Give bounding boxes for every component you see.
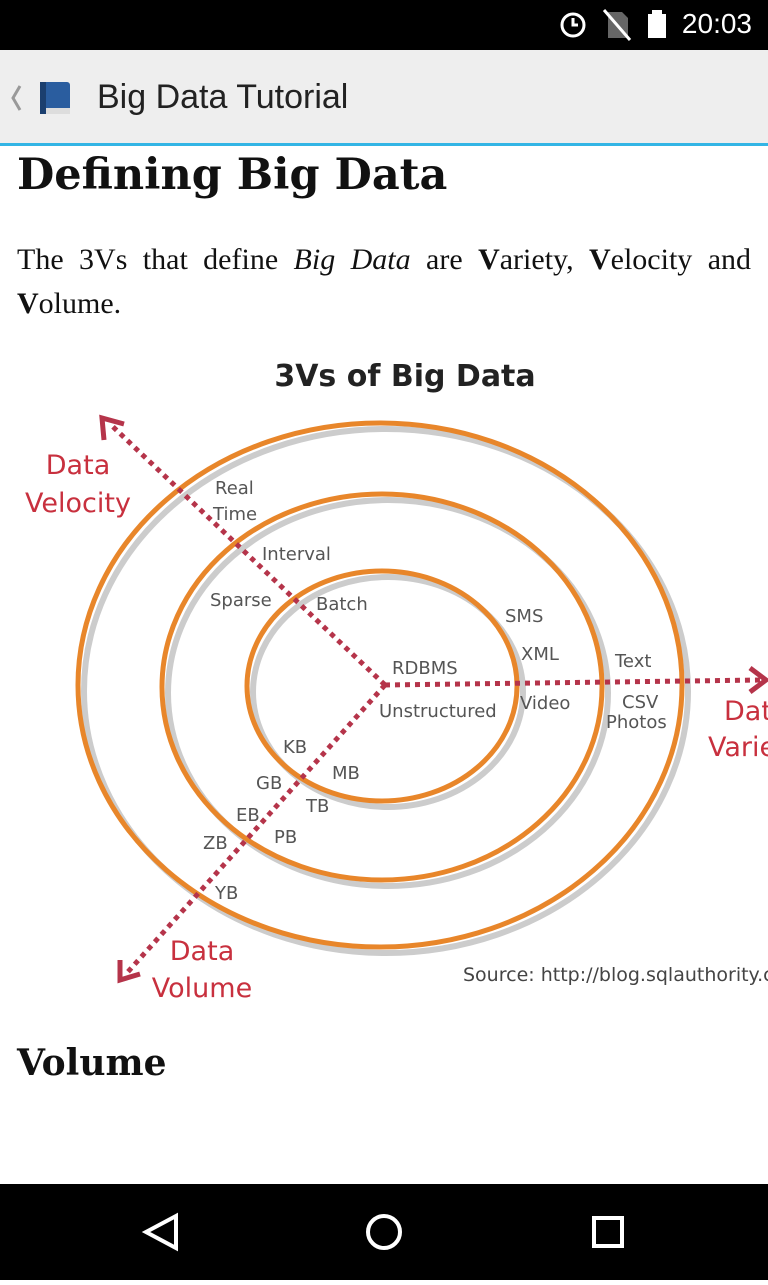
axis-label: Data	[724, 696, 768, 727]
text: elocity and	[610, 243, 752, 276]
page-heading: Defining Big Data	[17, 150, 448, 200]
paragraph: The 3Vs that define Big Data are Variety…	[17, 238, 751, 326]
back-button[interactable]	[141, 1212, 178, 1252]
text: V	[17, 287, 39, 320]
text: olume.	[38, 287, 122, 320]
term: Batch	[316, 594, 368, 615]
term: XML	[521, 644, 559, 665]
axis-label: Data	[46, 450, 110, 481]
axis-label: Volume	[152, 973, 252, 1004]
app-bar: Big Data Tutorial	[0, 50, 768, 146]
velocity-axis	[108, 422, 387, 687]
axis-label: Data	[170, 936, 234, 967]
home-up[interactable]	[0, 50, 80, 143]
text: Big Data	[293, 243, 411, 276]
section-heading: Volume	[17, 1042, 167, 1084]
nav-buttons	[141, 1212, 624, 1252]
term: TB	[305, 796, 329, 817]
term: SMS	[505, 606, 543, 627]
ring	[75, 420, 685, 950]
status-icons	[560, 9, 666, 41]
term: Photos	[606, 712, 667, 733]
term: ZB	[203, 833, 228, 854]
term: Time	[212, 504, 257, 525]
term: Text	[614, 651, 651, 672]
variety-axis	[384, 677, 763, 688]
text: The 3Vs that define	[17, 243, 294, 276]
text: are	[410, 243, 479, 276]
term: YB	[214, 883, 238, 904]
text: ariety,	[499, 243, 589, 276]
term: CSV	[622, 692, 659, 713]
term: Interval	[262, 544, 331, 565]
recents-button[interactable]	[592, 1216, 624, 1248]
term: Video	[520, 693, 570, 714]
axis-label: Velocity	[25, 488, 131, 519]
status-bar: 20:03	[0, 0, 768, 50]
ring	[244, 568, 520, 804]
term: RDBMS	[392, 658, 458, 679]
text: V	[478, 243, 500, 276]
figure: 3Vs of Big Data Data Velocity Data Varie…	[25, 359, 768, 1004]
text: V	[588, 243, 611, 276]
axis-label: Variety	[708, 732, 768, 763]
ring	[159, 491, 605, 883]
nav-bar	[0, 1184, 768, 1280]
term: KB	[283, 737, 307, 758]
clock: 20:03	[681, 8, 752, 39]
term: MB	[332, 763, 360, 784]
volume-axis	[124, 683, 387, 976]
term: EB	[236, 805, 260, 826]
figure-title: 3Vs of Big Data	[274, 359, 535, 394]
term: Unstructured	[379, 701, 497, 722]
app-title: Big Data Tutorial	[97, 78, 349, 116]
term: Sparse	[210, 590, 272, 611]
term: GB	[256, 773, 282, 794]
source: Source: http://blog.sqlauthority.com	[463, 964, 768, 986]
term: Real	[215, 478, 254, 499]
term: PB	[274, 827, 297, 848]
home-button[interactable]	[366, 1214, 402, 1250]
